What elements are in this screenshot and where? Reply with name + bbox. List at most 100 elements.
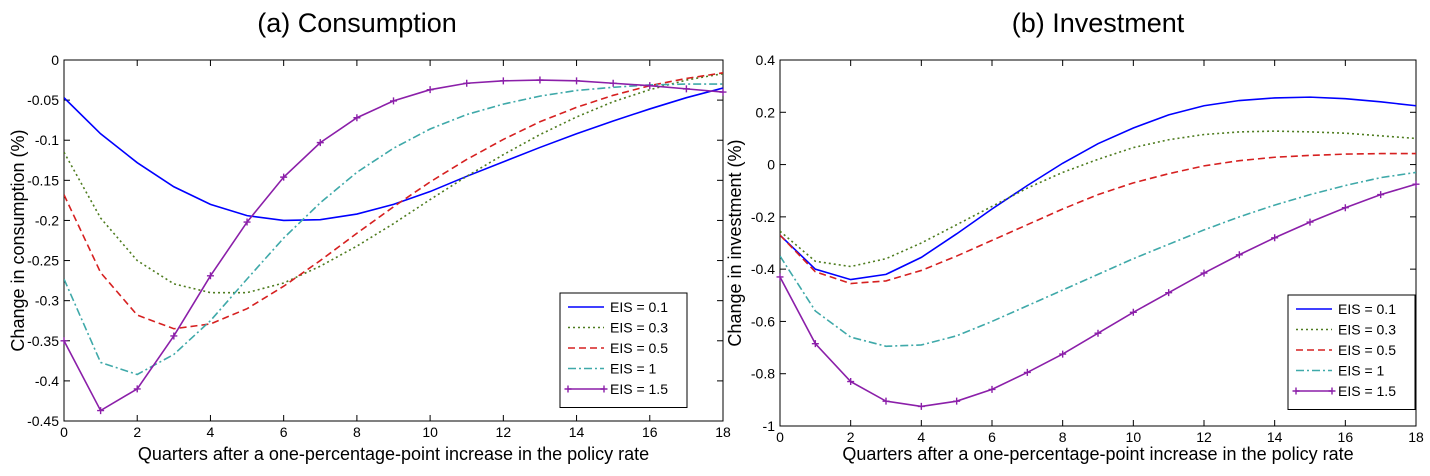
x-tick-label: 10 (1126, 429, 1142, 445)
y-tick-label: 0.2 (756, 104, 776, 120)
y-axis-label: Change in investment (%) (725, 139, 745, 346)
data-point-marker (953, 397, 961, 405)
data-point-marker (646, 82, 654, 90)
legend-label: EIS = 1.5 (610, 381, 668, 397)
series-line-eis-0-5 (64, 72, 723, 330)
data-point-marker (917, 402, 925, 410)
y-tick-label: -0.1 (35, 132, 59, 148)
x-tick-label: 18 (715, 424, 731, 440)
data-point-marker (1341, 204, 1349, 212)
y-tick-label: 0.4 (756, 52, 776, 68)
y-tick-label: -0.2 (751, 209, 775, 225)
series-line-eis-0-3 (780, 130, 1416, 268)
legend-label: EIS = 1 (1338, 363, 1385, 379)
y-tick-label: -0.4 (751, 261, 775, 277)
data-point-marker (573, 77, 581, 85)
y-axis-label: Change in consumption (%) (8, 129, 28, 351)
legend-label: EIS = 0.5 (1338, 342, 1396, 358)
x-tick-label: 12 (496, 424, 512, 440)
data-point-marker (133, 385, 141, 393)
data-point-marker (811, 340, 819, 348)
x-tick-label: 18 (1408, 429, 1424, 445)
data-point-marker (97, 407, 105, 415)
chart-title: (a) Consumption (257, 8, 457, 38)
data-point-marker (463, 79, 471, 87)
x-tick-label: 6 (280, 424, 288, 440)
data-point-marker (280, 173, 288, 181)
data-point-marker (719, 88, 727, 96)
data-point-marker (1235, 251, 1243, 259)
x-tick-label: 0 (60, 424, 68, 440)
data-point-marker (206, 272, 214, 280)
legend-label: EIS = 0.3 (1338, 322, 1396, 338)
data-point-marker (316, 139, 324, 147)
y-tick-label: 0 (51, 52, 59, 68)
data-point-marker (1023, 368, 1031, 376)
data-point-marker (1094, 329, 1102, 337)
data-point-marker (1271, 234, 1279, 242)
x-tick-label: 4 (207, 424, 215, 440)
chart-panel-2: (b) Investment 0 2 4 6 8 10 12 14 16 18 0.4 0.2 0 -0.2… (725, 8, 1424, 464)
x-tick-label: 0 (776, 429, 784, 445)
data-point-marker (170, 332, 178, 340)
chart-panel-1: (a) Consumption 0 2 4 6 8 10 12 14 16 18 0 -0.05 -0.1… (8, 8, 731, 464)
series-line-eis-1 (780, 171, 1416, 348)
chart-title: (b) Investment (1012, 8, 1185, 38)
data-point-marker (60, 337, 68, 345)
legend-marker (1292, 387, 1300, 395)
data-point-marker (353, 114, 361, 122)
y-tick-label: -0.15 (27, 172, 59, 188)
data-point-marker (1165, 289, 1173, 297)
y-tick-label: -0.4 (35, 373, 59, 389)
y-tick-label: -1 (763, 418, 776, 434)
y-tick-label: -0.6 (751, 313, 775, 329)
y-tick-label: -0.2 (35, 212, 59, 228)
data-point-marker (882, 397, 890, 405)
x-tick-label: 16 (1338, 429, 1354, 445)
plot-frame (779, 59, 1417, 427)
y-tick-label: -0.05 (27, 92, 59, 108)
legend-marker (1328, 387, 1336, 395)
legend-label: EIS = 0.1 (1338, 301, 1396, 317)
y-tick-label: -0.3 (35, 293, 59, 309)
x-tick-label: 16 (642, 424, 658, 440)
series-line-eis-0-1 (780, 96, 1416, 281)
data-point-marker (1306, 218, 1314, 226)
legend-label: EIS = 1 (610, 361, 657, 377)
x-tick-label: 8 (1059, 429, 1067, 445)
legend-label: EIS = 0.3 (610, 320, 668, 336)
data-point-marker (609, 79, 617, 87)
x-tick-label: 14 (1267, 429, 1283, 445)
data-point-marker (1129, 308, 1137, 316)
series-line-eis-1 (64, 83, 723, 376)
legend-label: EIS = 0.1 (610, 299, 668, 315)
series-line-eis-0-3 (64, 72, 723, 294)
data-point-marker (776, 273, 784, 281)
plot-frame (63, 59, 724, 422)
data-point-marker (426, 86, 434, 94)
x-tick-label: 4 (917, 429, 925, 445)
data-point-marker (1059, 350, 1067, 358)
data-point-marker (1412, 180, 1420, 188)
x-tick-label: 8 (353, 424, 361, 440)
data-point-marker (243, 218, 251, 226)
data-point-marker (1377, 191, 1385, 199)
y-tick-label: -0.8 (751, 366, 775, 382)
legend: EIS = 0.1 EIS = 0.3 EIS = 0.5 EIS = 1 EIS = … (559, 292, 688, 408)
data-point-marker (390, 97, 397, 105)
x-axis-label: Quarters after a one-percentage-point in… (138, 444, 649, 464)
y-tick-label: -0.25 (27, 253, 59, 269)
legend-label: EIS = 1.5 (1338, 383, 1396, 399)
x-tick-label: 14 (569, 424, 585, 440)
y-tick-label: -0.35 (27, 333, 59, 349)
legend-marker (564, 385, 572, 393)
x-tick-label: 2 (847, 429, 855, 445)
y-tick-label: -0.45 (27, 413, 59, 429)
x-tick-label: 10 (422, 424, 438, 440)
legend-marker (600, 385, 608, 393)
x-tick-label: 6 (988, 429, 996, 445)
x-axis-label: Quarters after a one-percentage-point in… (842, 444, 1353, 464)
data-point-marker (536, 76, 544, 84)
